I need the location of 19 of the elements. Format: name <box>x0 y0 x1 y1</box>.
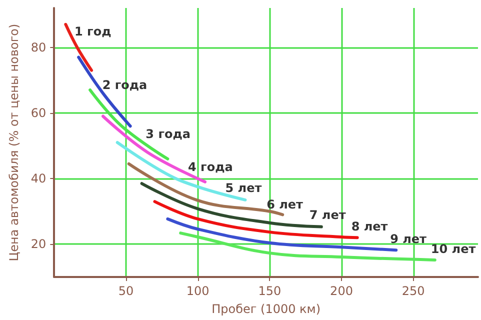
y-tick-label: 40 <box>30 172 46 186</box>
x-tick-label: 150 <box>258 284 282 298</box>
y-tick-label: 80 <box>30 40 46 54</box>
line-series <box>153 200 359 240</box>
x-tick-label: 50 <box>118 284 134 298</box>
series-label: 4 года <box>188 160 233 174</box>
line-series <box>140 182 323 228</box>
y-tick-label: 60 <box>30 106 46 120</box>
series-label: 3 года <box>146 126 191 141</box>
series-label: 5 лет <box>225 180 262 195</box>
x-tick-label: 100 <box>186 284 210 298</box>
y-tick-label: 20 <box>30 237 46 252</box>
x-axis-title: Пробег (1000 км) <box>212 302 321 316</box>
series-label: 10 лет <box>430 242 476 256</box>
x-tick-label: 200 <box>330 284 353 298</box>
y-axis-title: Цена автомобиля (% от цены нового) <box>7 24 21 262</box>
series-label: 8 лет <box>351 220 388 234</box>
series-label: 1 год <box>74 24 112 38</box>
x-tick-label: 250 <box>402 284 425 298</box>
